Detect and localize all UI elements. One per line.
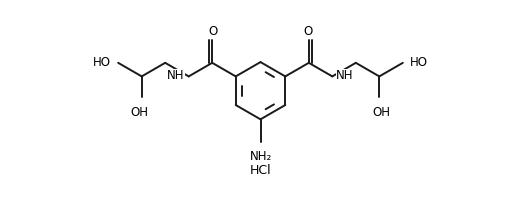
Text: OH: OH <box>130 106 148 119</box>
Text: HO: HO <box>93 56 111 69</box>
Text: O: O <box>304 25 313 38</box>
Text: OH: OH <box>373 106 391 119</box>
Text: NH: NH <box>336 69 354 82</box>
Text: HO: HO <box>410 56 428 69</box>
Text: O: O <box>208 25 217 38</box>
Text: NH₂: NH₂ <box>250 150 271 163</box>
Text: NH: NH <box>167 69 185 82</box>
Text: HCl: HCl <box>250 164 271 177</box>
